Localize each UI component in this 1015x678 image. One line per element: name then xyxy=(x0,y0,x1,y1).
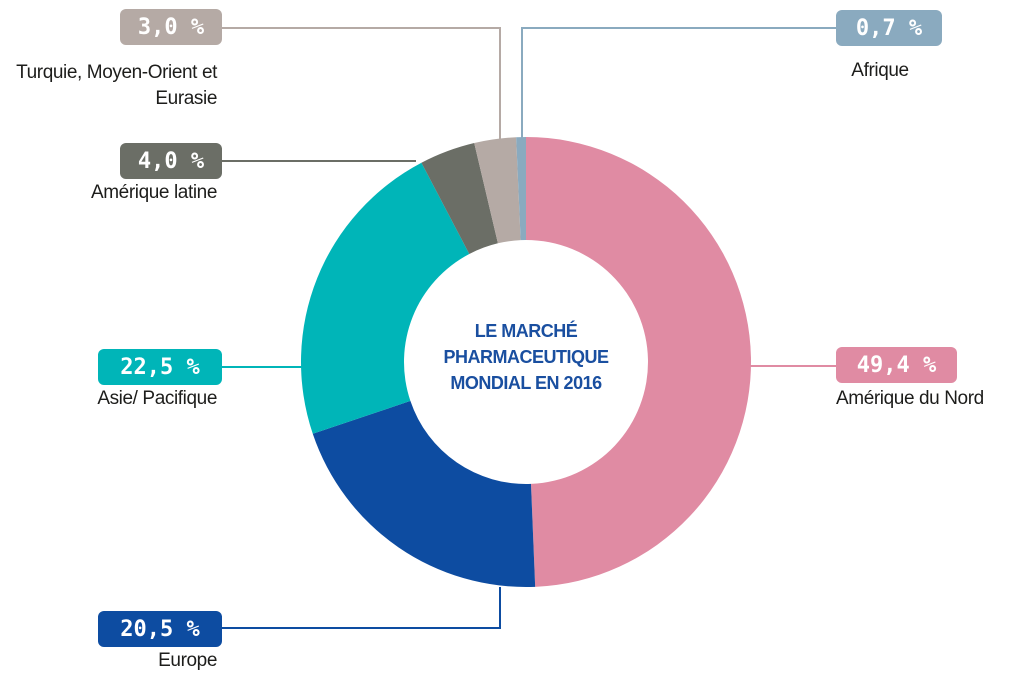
value-badge xyxy=(836,10,942,46)
donut-segment xyxy=(526,137,752,587)
value-label: 49,4 % xyxy=(857,353,937,378)
value-badge xyxy=(98,349,222,385)
value-label: 22,5 % xyxy=(120,355,200,380)
connector-line xyxy=(521,27,836,140)
value-badge xyxy=(120,9,222,45)
value-label: 0,7 % xyxy=(856,16,923,41)
value-label: 3,0 % xyxy=(138,15,205,40)
value-badge xyxy=(120,143,222,179)
connector-line xyxy=(222,27,501,140)
donut-segment xyxy=(312,400,536,587)
chart-title: LE MARCHÉ PHARMACEUTIQUE MONDIAL EN 2016 xyxy=(443,321,609,393)
value-label: 20,5 % xyxy=(120,617,200,642)
category-label: Amérique latine xyxy=(90,182,217,203)
category-label: Amérique du Nord xyxy=(836,388,984,409)
value-badge xyxy=(98,611,222,647)
donut-segment xyxy=(474,137,521,244)
category-label: Afrique xyxy=(851,60,909,81)
value-label: 4,0 % xyxy=(138,149,205,174)
donut-segment xyxy=(516,137,526,241)
donut-segment xyxy=(301,162,470,434)
donut-segment xyxy=(421,143,498,254)
category-label: Europe xyxy=(158,650,217,671)
category-label: Turquie, Moyen-Orient et Eurasie xyxy=(16,62,217,109)
value-badge xyxy=(836,347,957,383)
connector-line xyxy=(222,587,501,629)
category-label: Asie/ Pacifique xyxy=(97,388,217,409)
